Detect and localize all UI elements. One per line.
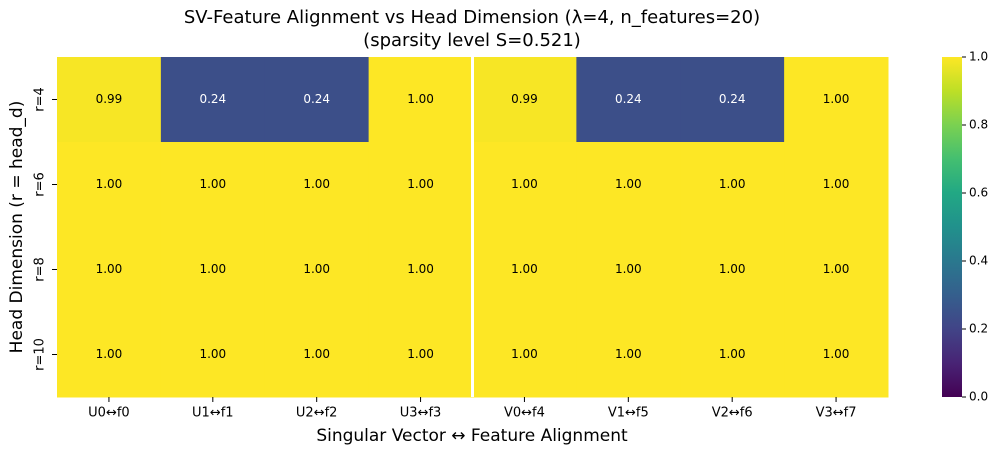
colorbar [942, 57, 962, 397]
colorbar-tick-label: 0.4 [969, 254, 988, 268]
cell-label: 1.00 [303, 347, 330, 361]
heatmap-cell [57, 142, 162, 228]
heatmap-cell [680, 312, 785, 398]
heatmap-cell [160, 312, 266, 398]
heatmap-cell [160, 227, 266, 313]
heatmap-cell [576, 142, 681, 228]
heatmap-cell [472, 142, 577, 228]
cell-label: 1.00 [199, 262, 226, 276]
x-tick-label: V1↔f5 [608, 406, 649, 421]
colorbar-tick-label: 0.8 [969, 118, 988, 132]
chart-title: SV-Feature Alignment vs Head Dimension (… [184, 7, 760, 28]
heatmap-cell [160, 142, 266, 228]
cell-label: 1.00 [511, 262, 538, 276]
cell-label: 1.00 [407, 92, 434, 106]
heatmap-cell [368, 312, 473, 398]
cell-label: 1.00 [511, 177, 538, 191]
heatmap-cell [264, 312, 370, 398]
cell-label: 1.00 [615, 177, 642, 191]
heatmap-cell [57, 57, 162, 143]
cell-label: 1.00 [407, 262, 434, 276]
heatmap-cell [57, 227, 162, 313]
x-tick-label: V3↔f7 [816, 406, 857, 421]
cell-label: 1.00 [96, 347, 123, 361]
cell-label: 1.00 [823, 262, 850, 276]
colorbar-tick-label: 1.0 [969, 50, 988, 64]
heatmap-cell [680, 227, 785, 313]
x-tick-label: U0↔f0 [88, 406, 130, 421]
cell-label: 1.00 [407, 177, 434, 191]
x-tick-label: U2↔f2 [296, 406, 338, 421]
x-axis-label: Singular Vector ↔ Feature Alignment [316, 426, 628, 446]
heatmap-cell [576, 57, 681, 143]
heatmap-cell [680, 57, 785, 143]
chart-subtitle: (sparsity level S=0.521) [363, 30, 581, 51]
cell-label: 1.00 [719, 347, 746, 361]
cell-label: 0.99 [511, 92, 538, 106]
heatmap-cell [784, 57, 889, 143]
cell-label: 0.24 [719, 92, 746, 106]
heatmap-cell [264, 227, 370, 313]
x-tick-label: V0↔f4 [504, 406, 545, 421]
cell-label: 1.00 [719, 177, 746, 191]
cell-label: 1.00 [199, 177, 226, 191]
cell-label: 1.00 [615, 347, 642, 361]
colorbar-tick-label: 0.2 [969, 322, 988, 336]
heatmap-cell [784, 227, 889, 313]
cell-label: 1.00 [511, 347, 538, 361]
x-tick-label: V2↔f6 [712, 406, 753, 421]
heatmap-cell [160, 57, 266, 143]
y-tick-label: r=8 [33, 257, 48, 282]
heatmap-cell [57, 312, 162, 398]
y-tick-label: r=6 [33, 172, 48, 197]
cell-label: 1.00 [615, 262, 642, 276]
cell-label: 1.00 [407, 347, 434, 361]
cell-label: 0.24 [303, 92, 330, 106]
heatmap-cell [472, 312, 577, 398]
x-tick-label: U3↔f3 [400, 406, 442, 421]
heatmap-cell [264, 142, 370, 228]
cell-label: 1.00 [823, 347, 850, 361]
y-tick-label: r=10 [33, 338, 48, 371]
cell-label: 1.00 [303, 262, 330, 276]
cell-label: 0.24 [199, 92, 226, 106]
heatmap-cell [472, 227, 577, 313]
cell-label: 1.00 [96, 177, 123, 191]
heatmap-cell [784, 142, 889, 228]
heatmap-cell [264, 57, 370, 143]
cell-label: 0.24 [615, 92, 642, 106]
y-axis-label: Head Dimension (r = head_d) [7, 101, 27, 354]
y-tick-label: r=4 [33, 87, 48, 112]
colorbar-tick-label: 0.6 [969, 186, 988, 200]
heatmap-cell [472, 57, 577, 143]
heatmap-cell [576, 312, 681, 398]
cell-label: 0.99 [96, 92, 123, 106]
heatmap-cell [368, 142, 473, 228]
heatmap-cell [368, 57, 473, 143]
colorbar-tick-label: 0.0 [969, 390, 988, 404]
x-tick-label: U1↔f1 [192, 406, 234, 421]
heatmap-cell [784, 312, 889, 398]
cell-label: 1.00 [303, 177, 330, 191]
cell-label: 1.00 [823, 92, 850, 106]
cell-label: 1.00 [823, 177, 850, 191]
cell-label: 1.00 [96, 262, 123, 276]
heatmap-cell [680, 142, 785, 228]
heatmap-cell [368, 227, 473, 313]
cell-label: 1.00 [199, 347, 226, 361]
heatmap-cell [576, 227, 681, 313]
cell-label: 1.00 [719, 262, 746, 276]
